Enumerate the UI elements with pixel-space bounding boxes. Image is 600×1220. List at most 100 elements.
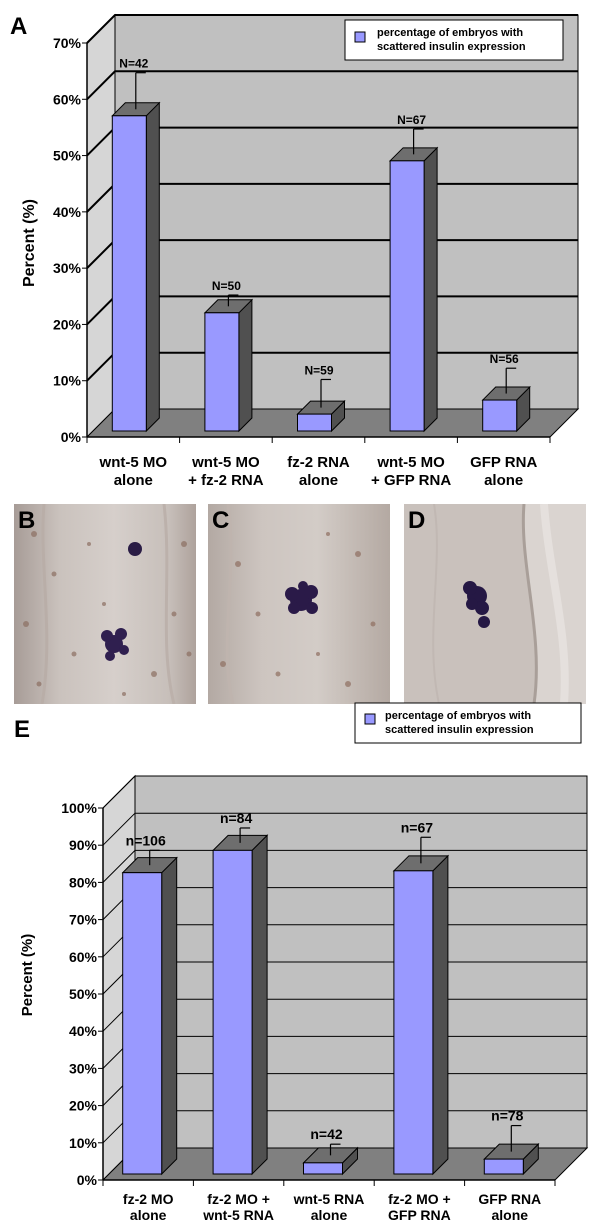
y-tick-label: 20% — [53, 316, 82, 332]
bar — [481, 385, 531, 433]
chart-e-y-axis-label: Percent (%) — [19, 934, 36, 1017]
bar — [111, 101, 161, 433]
data-label: n=42 — [310, 1126, 343, 1142]
y-tick-label: 40% — [53, 204, 82, 220]
chart-a-y-tick-labels: 0% 10% 20% 30% 40% 50% 60% 70% — [53, 35, 82, 445]
bar — [392, 854, 450, 1176]
chart-a-legend-swatch — [354, 31, 366, 43]
panel-e-chart: n=106 n=84 n=42 n=67 n=78 0% 10% 20% 30% 40% 50% 6… — [14, 702, 589, 1220]
data-label: N=50 — [212, 279, 241, 293]
category-label: GFP RNA — [388, 1207, 451, 1220]
bar — [121, 856, 178, 1176]
micrograph-d-letter: D — [408, 507, 425, 534]
error-bar — [510, 1124, 522, 1152]
category-label: alone — [492, 1207, 529, 1220]
y-tick-label: 50% — [53, 148, 82, 164]
micrograph-b-letter: B — [18, 507, 35, 534]
y-tick-label: 30% — [69, 1060, 98, 1076]
category-label: alone — [484, 472, 523, 489]
gridline — [86, 70, 578, 100]
error-bar — [135, 72, 146, 110]
data-label: N=59 — [304, 363, 333, 377]
category-label: + fz-2 RNA — [188, 472, 264, 489]
error-bar — [227, 294, 239, 307]
category-label: alone — [311, 1207, 348, 1220]
chart-e-legend-swatch — [364, 713, 376, 725]
y-tick-label: 10% — [69, 1135, 98, 1151]
y-tick-label: 0% — [77, 1172, 98, 1188]
chart-e-legend: percentage of embryos with scattered ins… — [354, 702, 582, 744]
category-label: alone — [299, 472, 338, 489]
y-tick-label: 50% — [69, 986, 98, 1002]
category-label: wnt-5 RNA — [293, 1191, 365, 1207]
chart-e-axes — [98, 807, 556, 1186]
category-label: wnt-5 MO — [99, 454, 168, 471]
data-label: n=67 — [401, 819, 434, 835]
category-label: fz-2 MO + — [207, 1191, 270, 1207]
gridline — [86, 14, 578, 44]
chart-e-y-tick-labels: 0% 10% 20% 30% 40% 50% 60% 70% 80% 90% 100% — [61, 800, 97, 1188]
error-bar — [329, 1143, 341, 1156]
category-label: + GFP RNA — [371, 472, 451, 489]
category-label: fz-2 MO + — [388, 1191, 451, 1207]
bar — [211, 834, 269, 1176]
y-tick-label: 60% — [53, 91, 82, 107]
y-tick-label: 80% — [69, 874, 98, 890]
category-label: wnt-5 MO — [376, 454, 445, 471]
y-tick-label: 60% — [69, 949, 98, 965]
y-tick-label: 90% — [69, 837, 98, 853]
y-tick-label: 0% — [61, 429, 82, 445]
bar — [203, 298, 254, 433]
micrograph-c-letter: C — [212, 507, 229, 534]
panel-a-chart: N=42 N=50 N=59 N=67 N=56 0% 10% 20% 30% 40% 50% 60… — [10, 13, 580, 489]
error-bar — [149, 849, 160, 866]
data-label: n=78 — [491, 1108, 524, 1124]
gridline — [102, 849, 587, 883]
error-bar — [320, 378, 331, 408]
category-label: wnt-5 RNA — [202, 1207, 274, 1220]
gridline — [102, 812, 587, 846]
chart-a-legend: percentage of embryos with scattered ins… — [344, 19, 564, 61]
y-tick-label: 70% — [69, 912, 98, 928]
category-label: fz-2 RNA — [287, 454, 350, 471]
y-tick-label: 20% — [69, 1098, 98, 1114]
micrograph-c: C — [208, 504, 390, 704]
y-tick-label: 70% — [53, 35, 82, 51]
error-bar — [505, 367, 517, 394]
chart-a-legend-line-1: percentage of embryos with — [377, 27, 523, 39]
panel-e-letter: E — [14, 716, 30, 743]
chart-a-axes — [82, 42, 551, 443]
chart-e-legend-line-1: percentage of embryos with — [385, 710, 531, 722]
data-label: N=56 — [490, 352, 519, 366]
error-bar — [413, 128, 424, 155]
category-label: alone — [114, 472, 153, 489]
micrograph-d: D — [404, 504, 586, 704]
category-label: alone — [130, 1207, 167, 1220]
side-wall — [86, 13, 116, 439]
chart-a-bars: N=42 N=50 N=59 N=67 N=56 — [111, 57, 531, 433]
data-label: n=84 — [220, 810, 253, 826]
back-wall — [114, 14, 579, 410]
gridline — [102, 775, 587, 809]
chart-a-y-axis-label: Percent (%) — [21, 199, 38, 287]
chart-e-bars: n=106 n=84 n=42 n=67 n=78 — [121, 810, 540, 1176]
error-bar — [420, 836, 431, 864]
y-tick-label: 30% — [53, 260, 82, 276]
data-label: N=67 — [397, 113, 426, 127]
data-label: n=106 — [126, 832, 166, 848]
micrograph-b: B — [14, 504, 196, 704]
bar — [388, 146, 439, 433]
y-tick-label: 40% — [69, 1023, 98, 1039]
data-label: N=42 — [119, 57, 148, 71]
chart-e-legend-line-2: scattered insulin expression — [385, 724, 534, 736]
category-label: wnt-5 MO — [191, 454, 260, 471]
chart-a-legend-line-2: scattered insulin expression — [377, 41, 526, 53]
category-label: fz-2 MO — [123, 1191, 174, 1207]
error-bar — [239, 827, 251, 843]
y-tick-label: 10% — [53, 373, 82, 389]
category-label: GFP RNA — [470, 454, 537, 471]
y-tick-label: 100% — [61, 800, 97, 816]
category-label: GFP RNA — [478, 1191, 541, 1207]
